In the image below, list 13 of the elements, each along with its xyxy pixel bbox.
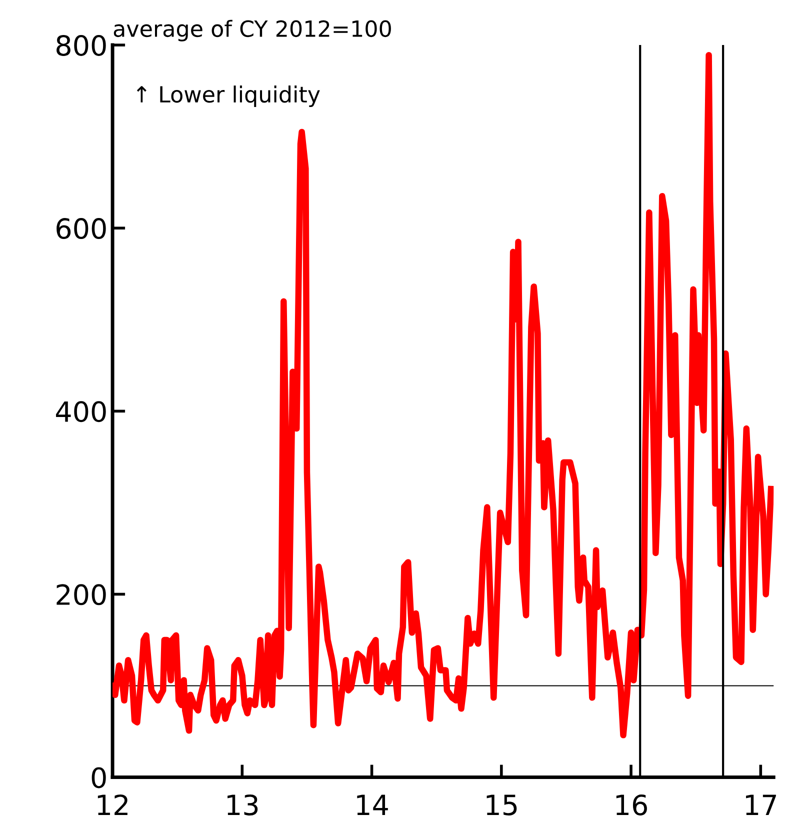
annotation: ↑ Lower liquidity <box>136 86 320 108</box>
x-tick-label: 13 <box>228 794 258 816</box>
y-tick-label: 600 <box>56 218 106 240</box>
y-tick-label: 400 <box>56 401 106 422</box>
x-tick-label: 15 <box>486 794 517 816</box>
x-tick-label: 12 <box>98 794 128 816</box>
x-tick-label: 16 <box>616 794 647 816</box>
y-tick-label: 0 <box>92 767 106 788</box>
y-tick-label: 200 <box>56 584 106 606</box>
x-tick-label: 14 <box>357 794 388 816</box>
y-tick-label: 800 <box>56 34 106 56</box>
y-axis-title: average of CY 2012=100 <box>114 20 391 42</box>
x-tick-label: 17 <box>746 794 776 816</box>
